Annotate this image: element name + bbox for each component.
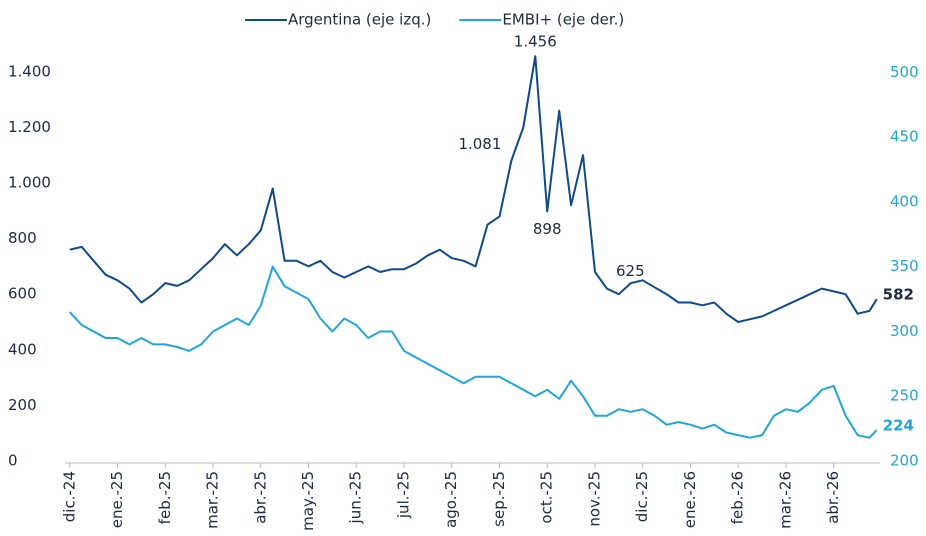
series-line	[69, 55, 878, 323]
y-tick-label: 0	[8, 452, 18, 470]
x-tick-label: dic.-25	[633, 471, 651, 522]
data-label: 224	[883, 416, 914, 434]
y-tick-label: 1.200	[8, 118, 51, 136]
x-tick-label: mar.-25	[204, 471, 222, 529]
data-label: 625	[616, 262, 645, 280]
x-tick-label: abr.-26	[824, 471, 842, 524]
x-tick-label: ene.-25	[108, 471, 126, 528]
data-label: 1.081	[458, 135, 501, 153]
y-tick-label: 1.400	[8, 62, 51, 80]
x-tick-label: jul.-25	[394, 471, 412, 519]
y2-tick-label: 500	[890, 63, 919, 81]
x-tick-label: feb.-25	[156, 471, 174, 524]
x-tick-label: abr.-25	[251, 471, 269, 524]
data-label: 1.456	[514, 33, 557, 51]
x-tick-label: nov.-25	[585, 471, 603, 527]
x-tick-label: feb.-26	[729, 471, 747, 524]
x-tick-label: mar.-26	[776, 471, 794, 529]
y-tick-label: 600	[8, 285, 37, 303]
data-label: 582	[883, 286, 914, 304]
x-tick-label: dic.-24	[60, 471, 78, 522]
y-tick-label: 800	[8, 229, 37, 247]
x-tick-label: jun.-25	[347, 471, 365, 524]
y2-tick-label: 300	[890, 322, 919, 340]
x-tick-label: ene.-26	[681, 471, 699, 528]
legend-label: Argentina (eje izq.)	[288, 11, 431, 29]
y-tick-label: 400	[8, 340, 37, 358]
y2-tick-label: 450	[890, 128, 919, 146]
y2-tick-label: 400	[890, 192, 919, 210]
y2-tick-label: 350	[890, 257, 919, 275]
x-tick-label: ago.-25	[442, 471, 460, 528]
y2-tick-label: 200	[890, 452, 919, 470]
series-line	[69, 265, 878, 439]
x-tick-label: may.-25	[299, 471, 317, 531]
x-tick-label: oct.-25	[538, 471, 556, 524]
y2-tick-label: 250	[890, 387, 919, 405]
y-tick-label: 200	[8, 396, 37, 414]
legend-label: EMBI+ (eje der.)	[502, 11, 624, 29]
data-label: 898	[533, 220, 562, 238]
x-tick-label: sep.-25	[490, 471, 508, 527]
y-tick-label: 1.000	[8, 174, 51, 192]
